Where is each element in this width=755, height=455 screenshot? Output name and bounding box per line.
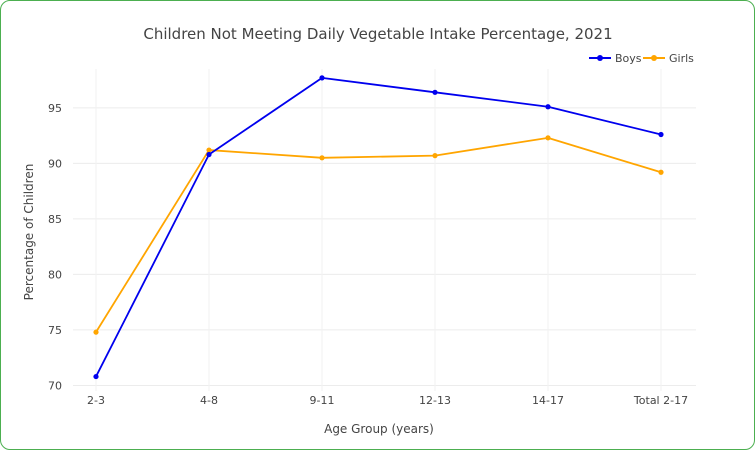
x-tick-label: 14-17	[532, 394, 564, 407]
legend-item-boys[interactable]: Boys	[589, 52, 642, 65]
data-point-boys[interactable]	[319, 75, 325, 81]
y-tick-label: 80	[48, 268, 62, 281]
legend: Boys Girls	[589, 52, 694, 65]
y-tick-label: 75	[48, 324, 62, 337]
data-point-boys[interactable]	[206, 151, 212, 158]
y-tick-label: 95	[48, 102, 62, 115]
x-tick-label: Total 2-17	[633, 394, 688, 407]
legend-label-girls: Girls	[669, 52, 694, 65]
data-point-boys[interactable]	[658, 131, 664, 138]
y-tick-label: 85	[48, 213, 62, 226]
series-line-boys	[95, 76, 662, 377]
series-boys	[93, 75, 664, 380]
series-layer	[93, 75, 664, 380]
legend-item-girls[interactable]: Girls	[643, 52, 694, 65]
x-tick-label: 12-13	[419, 394, 451, 407]
data-point-girls[interactable]	[93, 329, 99, 335]
data-point-girls[interactable]	[432, 153, 438, 159]
x-tick-label: 2-3	[87, 394, 105, 407]
y-tick-label: 90	[48, 157, 62, 170]
x-tick-label: 4-8	[200, 394, 218, 407]
legend-label-boys: Boys	[615, 52, 642, 65]
data-point-girls[interactable]	[658, 169, 664, 175]
data-point-boys[interactable]	[545, 104, 551, 110]
data-point-boys[interactable]	[93, 373, 99, 380]
series-girls	[93, 135, 664, 335]
data-point-girls[interactable]	[319, 155, 325, 161]
legend-marker-boys	[597, 55, 603, 61]
x-axis-label: Age Group (years)	[324, 422, 434, 436]
chart-title: Children Not Meeting Daily Vegetable Int…	[143, 25, 612, 43]
x-tick-label: 9-11	[310, 394, 335, 407]
y-axis-label: Percentage of Children	[22, 164, 36, 301]
y-tick-label: 70	[48, 379, 62, 392]
y-axis-ticks: 70 75 80 85 90 95	[48, 102, 62, 393]
x-axis-ticks: 2-3 4-8 9-11 12-13 14-17 Total 2-17	[87, 394, 688, 407]
legend-marker-girls	[651, 55, 657, 61]
gridlines	[73, 69, 696, 391]
data-point-girls[interactable]	[206, 147, 212, 153]
data-point-girls[interactable]	[545, 135, 551, 141]
data-point-boys[interactable]	[432, 89, 438, 95]
series-line-girls	[95, 136, 662, 333]
